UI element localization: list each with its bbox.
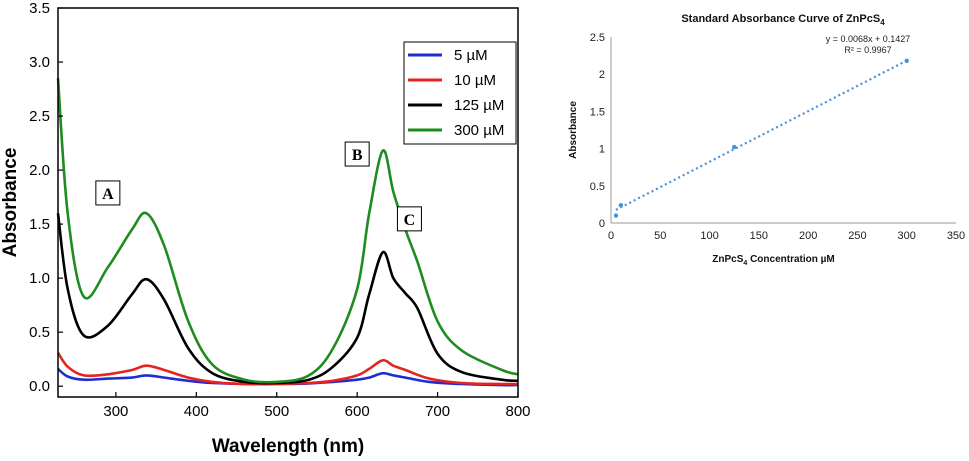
chart-title: Standard Absorbance Curve of ZnPcS4 [681, 13, 885, 27]
y-tick-label: 0.5 [29, 324, 50, 341]
x-tick-label: 100 [700, 230, 718, 242]
x-tick-label: 400 [184, 403, 209, 420]
y-tick-label: 1 [599, 144, 605, 156]
chart-title-subscript: 4 [880, 18, 885, 27]
y-tick-label: 2.0 [29, 162, 50, 179]
data-point [613, 213, 619, 218]
x-tick-label: 50 [654, 230, 666, 242]
plot-axes: 0 0.5 1 1.5 2 2.5 0 50 100 150 200 250 300 350 [590, 32, 965, 242]
y-tick-label: 2 [599, 69, 605, 81]
annotation-box [95, 180, 121, 206]
x-tick-label: 0 [608, 230, 614, 242]
series-line-2 [56, 213, 519, 385]
annotation-label: B [352, 147, 363, 164]
annotation-label: A [102, 186, 114, 203]
plot-frame [57, 7, 519, 398]
x-axis-title: Wavelength (nm) [212, 436, 364, 457]
series-line-1 [56, 351, 519, 386]
absorbance-spectra-chart: 0.0 0.5 1.0 1.5 2.0 2.5 3.0 3.5 300 400 500 600 700 8… [0, 0, 531, 457]
y-tick-label: 2.5 [29, 108, 50, 125]
y-tick-label: 0.5 [590, 181, 605, 193]
legend-label: 5 µM [454, 47, 488, 64]
data-point [618, 202, 624, 208]
y-tick-label: 3.0 [29, 54, 50, 71]
y-tick-label: 3.5 [29, 0, 50, 17]
series-line-3 [56, 78, 519, 384]
x-axis-title-suffix: Concentration µM [747, 254, 834, 265]
legend: 5 µM 10 µM 125 µM 300 µM [403, 41, 517, 145]
x-axis-title: ZnPcS4 Concentration µM [712, 254, 834, 267]
y-tick-label: 0.0 [29, 378, 50, 395]
y-tick-label: 2.5 [590, 32, 605, 44]
x-tick-label: 250 [848, 230, 866, 242]
annotation-box [344, 141, 370, 167]
peak-annotations: A B C [95, 141, 422, 232]
x-tick-label: 500 [264, 403, 289, 420]
data-point [732, 144, 737, 150]
legend-label: 10 µM [454, 72, 496, 89]
x-tick-label: 350 [947, 230, 965, 242]
y-tick-label: 0 [599, 218, 605, 230]
y-tick-label: 1.0 [29, 270, 50, 287]
trendline-equation: y = 0.0068x + 0.1427 [826, 34, 911, 44]
legend-label: 125 µM [454, 97, 504, 114]
x-tick-label: 150 [750, 230, 768, 242]
data-points [613, 58, 909, 218]
r-squared-label: R² = 0.9967 [844, 45, 891, 55]
axis-ticks: 0.0 0.5 1.0 1.5 2.0 2.5 3.0 3.5 300 400 500 600 700 8… [29, 0, 530, 420]
data-point [904, 58, 909, 64]
y-axis-title: Absorbance [568, 101, 579, 159]
x-tick-label: 200 [799, 230, 817, 242]
trendline-line [615, 59, 908, 211]
x-tick-label: 300 [103, 403, 128, 420]
y-axis-title: Absorbance [0, 148, 21, 258]
y-tick-label: 1.5 [590, 106, 605, 118]
x-tick-label: 800 [505, 403, 530, 420]
series-lines [56, 78, 519, 387]
x-axis-title-subscript: 4 [743, 260, 747, 267]
chart-title-text: Standard Absorbance Curve of ZnPcS [681, 13, 880, 25]
legend-label: 300 µM [454, 122, 504, 139]
x-tick-label: 300 [898, 230, 916, 242]
standard-curve-chart: Standard Absorbance Curve of ZnPcS4 00.5… [568, 13, 965, 267]
legend-box [403, 41, 517, 145]
y-tick-label: 1.5 [29, 216, 50, 233]
trendline [615, 59, 908, 211]
x-tick-label: 700 [425, 403, 450, 420]
annotation-box [396, 206, 422, 232]
x-tick-label: 600 [345, 403, 370, 420]
annotation-label: C [404, 212, 416, 229]
x-axis-title-text: ZnPcS [712, 254, 743, 265]
